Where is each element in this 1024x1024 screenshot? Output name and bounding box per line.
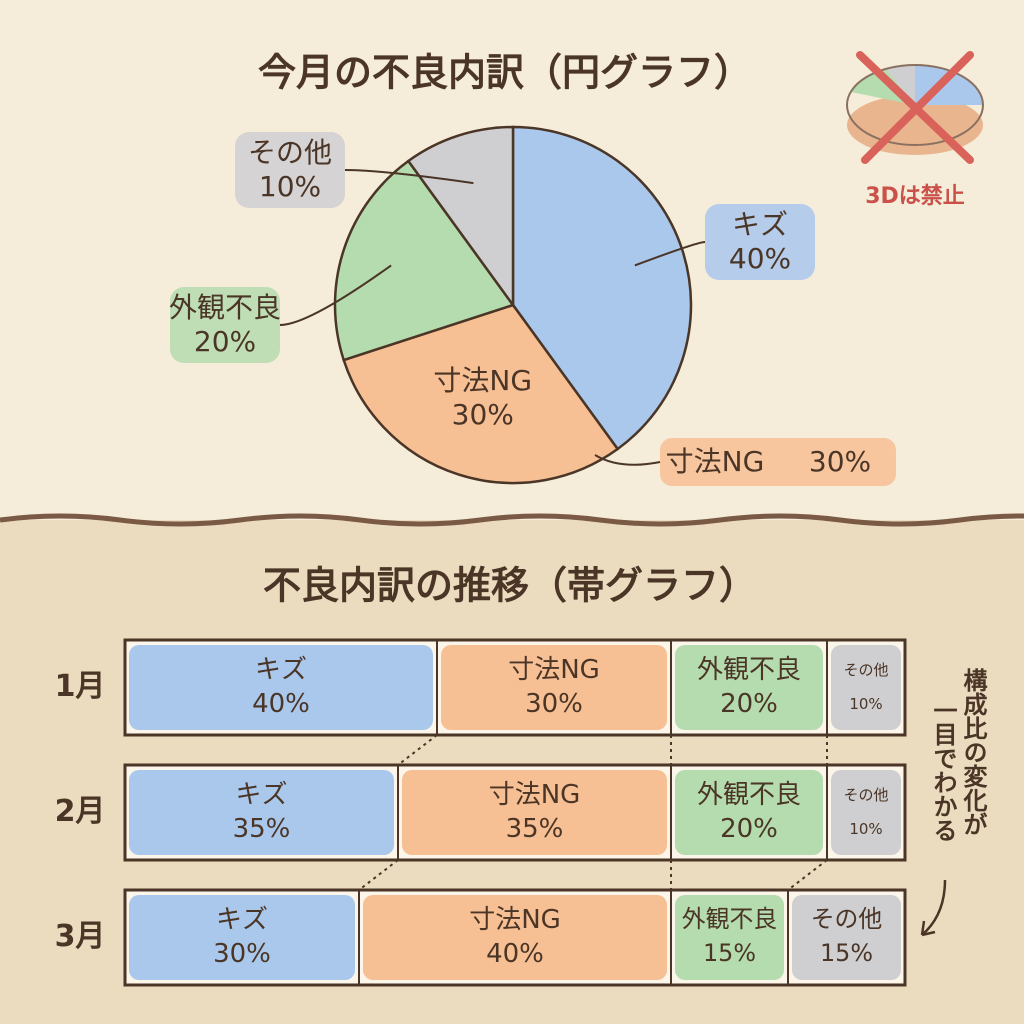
label-background xyxy=(660,438,896,486)
bar-segment xyxy=(129,770,394,855)
callout xyxy=(634,241,706,267)
connector xyxy=(358,859,399,891)
label-background xyxy=(235,132,345,208)
segment-value: 20% xyxy=(720,814,778,844)
row-label: 1月 xyxy=(55,669,106,704)
bar-segment xyxy=(363,895,667,980)
segment-value: 10% xyxy=(849,820,882,838)
segment-value: 15% xyxy=(820,939,873,967)
bar-segment xyxy=(831,770,901,855)
slice-label: 外観不良 xyxy=(169,291,281,324)
callout xyxy=(344,169,474,185)
slice-value: 10% xyxy=(259,170,321,203)
slice-label: 寸法NG xyxy=(666,445,765,478)
row-label: 2月 xyxy=(55,794,106,829)
annotation-arrow xyxy=(920,879,947,937)
segment-value: 30% xyxy=(525,689,583,719)
bar-segment xyxy=(441,645,667,730)
bar-segment xyxy=(831,645,901,730)
divider xyxy=(0,513,1024,527)
callout xyxy=(594,454,661,466)
segment-value: 40% xyxy=(252,689,310,719)
segment-value: 30% xyxy=(213,939,271,969)
segment-label: 寸法NG xyxy=(508,655,600,685)
bar-segment xyxy=(129,645,433,730)
slice-value: 30% xyxy=(809,445,871,478)
pie-slice xyxy=(342,303,620,485)
segment-value: 15% xyxy=(703,939,756,967)
pie-slice xyxy=(333,159,516,362)
segment-label: 外観不良 xyxy=(697,655,801,685)
connector xyxy=(397,734,438,766)
segment-label: 外観不良 xyxy=(682,905,777,933)
connector xyxy=(787,859,828,891)
segment-value: 10% xyxy=(849,695,882,713)
slice-label: その他 xyxy=(248,136,332,169)
slice-value: 40% xyxy=(729,242,791,275)
segment-label: 寸法NG xyxy=(469,905,561,935)
bar-segment xyxy=(675,895,784,980)
segment-label: その他 xyxy=(843,661,888,679)
label-background xyxy=(170,287,280,363)
slice-value: 20% xyxy=(194,325,256,358)
pie-slice xyxy=(511,125,693,451)
bar-segment xyxy=(792,895,901,980)
bar-segment xyxy=(129,895,355,980)
annotation: 3Dは禁止 xyxy=(865,183,965,209)
segment-label: キズ xyxy=(255,655,307,685)
bar-segment xyxy=(675,770,823,855)
segment-label: キズ xyxy=(216,905,268,935)
pie-slice xyxy=(406,125,515,309)
pie-title: 今月の不良内訳（円グラフ） xyxy=(258,51,752,95)
slice-value: 30% xyxy=(452,398,514,431)
segment-label: キズ xyxy=(235,780,287,810)
slice-label: 寸法NG xyxy=(433,364,532,397)
segment-value: 40% xyxy=(486,939,544,969)
bar-segment xyxy=(402,770,667,855)
bar-segment xyxy=(675,645,823,730)
segment-value: 20% xyxy=(720,689,778,719)
segment-label: 外観不良 xyxy=(697,780,801,810)
segment-label: その他 xyxy=(811,905,883,933)
segment-label: その他 xyxy=(843,786,888,804)
segment-value: 35% xyxy=(506,814,564,844)
bar-title: 不良内訳の推移（帯グラフ） xyxy=(263,564,757,608)
no-3d-icon xyxy=(846,51,984,164)
row-label: 3月 xyxy=(55,919,106,954)
annotation: 構成比の変化が xyxy=(959,668,988,836)
label-background xyxy=(705,204,815,280)
segment-value: 35% xyxy=(233,814,291,844)
slice-label: キズ xyxy=(732,208,788,241)
callout xyxy=(279,264,392,326)
segment-label: 寸法NG xyxy=(489,780,581,810)
annotation: 一目でわかる xyxy=(929,698,957,842)
